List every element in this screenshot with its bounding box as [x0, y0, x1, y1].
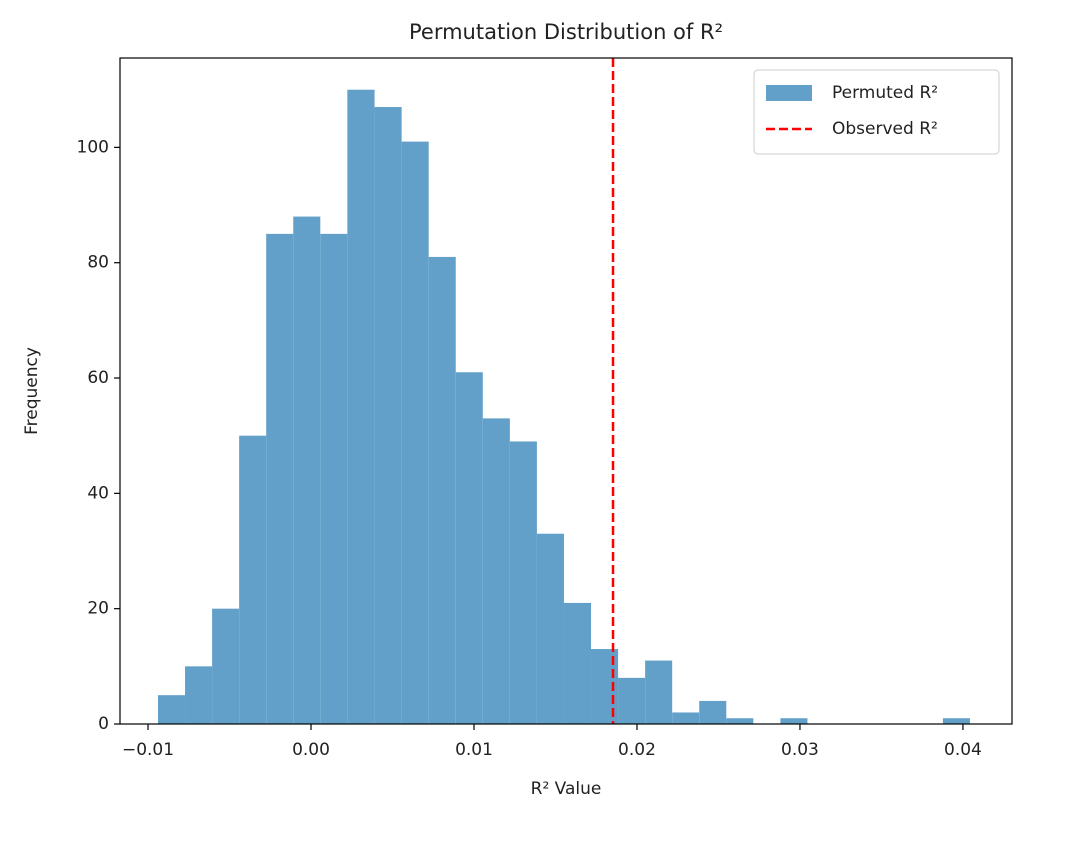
legend-label: Observed R²	[832, 119, 938, 139]
histogram-bar	[293, 216, 321, 725]
histogram-bar	[645, 660, 673, 724]
histogram-bar	[320, 233, 348, 725]
x-axis-label: R² Value	[531, 779, 602, 799]
y-tick-label: 40	[87, 483, 109, 503]
histogram-bar	[374, 107, 402, 724]
histogram-bar	[185, 666, 213, 724]
histogram-bar	[618, 677, 646, 724]
histogram-bar	[726, 718, 754, 724]
y-tick-label: 80	[87, 253, 109, 273]
histogram-bar	[212, 608, 240, 724]
histogram-bar	[157, 695, 186, 724]
x-tick-label: 0.03	[781, 740, 819, 760]
x-tick-label: 0.00	[292, 740, 330, 760]
histogram-bar	[563, 602, 592, 724]
histogram-bar	[455, 372, 483, 724]
plot-frame	[119, 57, 1013, 725]
histogram-bar	[482, 418, 510, 724]
legend-box	[753, 69, 1000, 155]
x-tick-label: 0.04	[944, 740, 982, 760]
histogram-bar	[699, 700, 727, 724]
y-tick-label: 20	[87, 599, 109, 619]
histogram-bar	[347, 89, 375, 724]
legend-label: Permuted R²	[832, 83, 938, 103]
histogram-bar	[780, 718, 808, 724]
y-tick-label: 0	[98, 714, 109, 734]
histogram-bar	[942, 718, 970, 724]
y-tick-label: 60	[87, 368, 109, 388]
x-tick-label: 0.01	[455, 740, 493, 760]
histogram-bar	[672, 712, 700, 724]
chart-title: Permutation Distribution of R²	[409, 20, 723, 44]
histogram-bar	[401, 141, 429, 725]
histogram-bar	[266, 233, 294, 725]
histogram-bar	[239, 435, 267, 724]
y-tick-label: 100	[77, 137, 109, 157]
histogram-bar	[536, 533, 564, 724]
y-axis-label: Frequency	[22, 347, 42, 435]
histogram-bar	[509, 441, 537, 724]
x-tick-label: −0.01	[122, 740, 174, 760]
histogram-bar	[428, 256, 456, 724]
x-tick-label: 0.02	[618, 740, 656, 760]
legend-swatch	[766, 85, 812, 101]
